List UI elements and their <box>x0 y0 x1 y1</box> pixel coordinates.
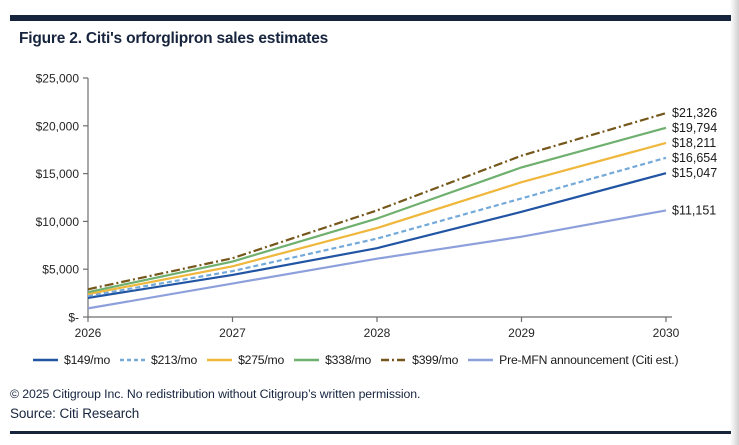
legend-swatch-icon <box>381 358 407 362</box>
x-tick-label: 2028 <box>364 326 391 340</box>
y-tick-label: $15,000 <box>36 167 80 181</box>
top-rule <box>10 15 731 21</box>
series-end-label-1: $16,654 <box>672 151 717 165</box>
series-line-4 <box>87 112 667 291</box>
chart-legend: $149/mo $213/mo $275/mo $338/mo $399/mo Pre-M… <box>32 353 732 367</box>
legend-label: Pre-MFN announcement (Citi est.) <box>499 353 679 367</box>
legend-label: $338/mo <box>325 353 372 367</box>
legend-swatch-icon <box>468 358 494 362</box>
legend-item-5: Pre-MFN announcement (Citi est.) <box>467 353 679 367</box>
y-tick-label: $5,000 <box>42 263 79 277</box>
series-end-label-3: $19,794 <box>672 121 717 135</box>
series-line-5 <box>87 209 667 310</box>
legend-label: $399/mo <box>412 353 459 367</box>
copyright-text: © 2025 Citigroup Inc. No redistribution … <box>10 387 421 401</box>
x-tick-label: 2026 <box>75 326 102 340</box>
figure-title: Figure 2. Citi's orforglipron sales esti… <box>19 30 329 47</box>
legend-label: $149/mo <box>64 353 111 367</box>
y-tick-label: $10,000 <box>36 215 80 229</box>
bottom-rule <box>10 431 731 434</box>
y-tick-label: $20,000 <box>36 119 80 133</box>
series-end-label-2: $18,211 <box>672 136 716 150</box>
page-edge-shadow <box>730 0 739 445</box>
y-tick-label: $25,000 <box>36 72 80 86</box>
series-end-label-0: $15,047 <box>672 166 717 180</box>
series-end-label-5: $11,151 <box>672 203 716 217</box>
legend-item-2: $275/mo <box>206 353 284 367</box>
sales-estimates-chart: $- $5,000 $10,000 $15,000 $20,000 $25,000 2026… <box>36 72 718 341</box>
series-line-0 <box>87 172 667 299</box>
series-line-1 <box>87 156 667 298</box>
legend-item-3: $338/mo <box>293 353 371 367</box>
y-tick-label: $- <box>68 311 79 325</box>
axes <box>83 77 672 322</box>
legend-label: $213/mo <box>151 353 198 367</box>
x-tick-label: 2027 <box>219 326 246 340</box>
legend-item-1: $213/mo <box>119 353 197 367</box>
legend-item-4: $399/mo <box>380 353 458 367</box>
series-line-2 <box>87 141 667 296</box>
legend-swatch-icon <box>294 358 320 362</box>
legend-label: $275/mo <box>238 353 285 367</box>
series-line-3 <box>87 126 667 294</box>
legend-swatch-icon <box>33 358 58 362</box>
x-tick-label: 2030 <box>653 326 680 340</box>
legend-item-0: $149/mo <box>32 353 110 367</box>
legend-swatch-icon <box>207 358 233 362</box>
source-text: Source: Citi Research <box>10 406 140 421</box>
series-end-label-4: $21,326 <box>672 106 717 120</box>
legend-swatch-icon <box>120 358 146 362</box>
x-tick-label: 2029 <box>508 326 535 340</box>
